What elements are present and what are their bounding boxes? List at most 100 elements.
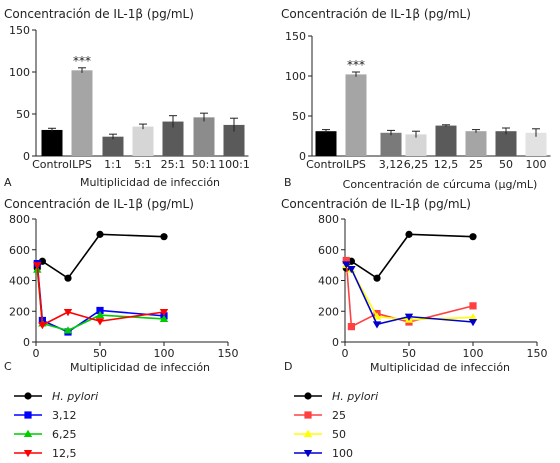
x-category-label: LPS [346, 158, 366, 171]
x-category-label: 50 [499, 158, 513, 171]
data-point [63, 326, 73, 334]
legend-label: 100 [332, 447, 353, 460]
bar [193, 117, 215, 156]
data-point [372, 321, 382, 329]
chart-title: Concentración de IL-1β (pg/mL) [4, 7, 194, 21]
legend-label: 6,25 [52, 428, 77, 441]
series-h-pylori [33, 230, 168, 282]
data-point [342, 256, 350, 265]
data-point [347, 265, 356, 274]
panel-letter: D [284, 360, 292, 373]
x-category-label: 100 [526, 158, 547, 171]
x-category-label: Control [32, 158, 72, 171]
legend-label: 12,5 [52, 447, 77, 460]
bar [41, 129, 63, 156]
legend-item: H. pylori [14, 390, 98, 403]
significance-annotation: *** [73, 54, 91, 68]
data-point [95, 318, 105, 326]
legend-marker [304, 392, 312, 400]
legend-item: 50 [294, 428, 346, 441]
series-12-5 [33, 262, 169, 330]
x-axis-label: Multiplicidad de infección [80, 176, 220, 189]
data-point [469, 302, 477, 310]
data-point [160, 233, 168, 241]
y-tick-label: 600 [318, 244, 339, 257]
x-category-label: 25:1 [161, 158, 186, 171]
x-category-label: 3,12 [379, 158, 404, 171]
bars-B [315, 71, 547, 156]
data-point [159, 309, 169, 317]
data-point [96, 306, 104, 315]
y-tick-label: 0 [299, 150, 306, 163]
x-category-label: 5:1 [134, 158, 152, 171]
x-tick-label: 0 [342, 347, 349, 360]
chart-title: Concentración de IL-1β (pg/mL) [4, 197, 194, 211]
panel-letter: A [4, 176, 12, 189]
y-tick-label: 100 [285, 70, 306, 83]
y-tick-label: 200 [9, 305, 30, 318]
legend-item: 25 [294, 409, 346, 422]
legend-item: 100 [294, 447, 353, 460]
data-point [372, 312, 382, 320]
legend-label: 50 [332, 428, 346, 441]
series-h-pylori [342, 230, 477, 282]
x-axis-label: Multiplicidad de infección [370, 361, 510, 374]
x-category-label: LPS [72, 158, 92, 171]
legend-marker [24, 411, 32, 419]
legend-marker [23, 450, 33, 458]
bar [315, 131, 337, 156]
series-line [345, 264, 474, 321]
x-tick-label: 150 [218, 347, 239, 360]
data-point [469, 233, 477, 241]
x-tick-label: 100 [154, 347, 175, 360]
legend-marker [304, 411, 312, 419]
legend-item: 3,12 [14, 409, 77, 422]
chart-title: Concentración de IL-1β (pg/mL) [281, 7, 471, 21]
x-tick-label: 50 [402, 347, 416, 360]
y-tick-label: 100 [9, 66, 30, 79]
significance-annotation: *** [347, 58, 365, 72]
legend-marker [303, 450, 313, 458]
x-tick-label: 50 [93, 347, 107, 360]
bar [405, 134, 427, 156]
bar [465, 131, 487, 156]
data-point [38, 322, 47, 330]
x-category-label: 25 [469, 158, 483, 171]
legend-item: 12,5 [14, 447, 77, 460]
legend-label: H. pylori [52, 390, 98, 403]
bar [102, 136, 124, 156]
legend-marker [303, 429, 313, 437]
bar [435, 125, 457, 156]
legend-label: H. pylori [332, 390, 378, 403]
data-point [95, 310, 105, 319]
data-point [64, 274, 72, 282]
x-category-label: 100:1 [218, 158, 250, 171]
x-axis-label: Multiplicidad de infección [70, 361, 210, 374]
y-tick-label: 800 [318, 213, 339, 226]
x-tick-label: 150 [527, 347, 548, 360]
bar [495, 131, 517, 156]
panel-letter: B [284, 176, 292, 189]
bar [223, 124, 245, 156]
y-tick-label: 150 [9, 24, 30, 37]
y-tick-label: 0 [23, 336, 30, 349]
data-point [96, 230, 104, 238]
data-point [468, 319, 478, 327]
bar [132, 126, 154, 156]
bars-A [41, 67, 245, 156]
legend-marker [24, 392, 32, 400]
legend-item: H. pylori [294, 390, 378, 403]
x-category-label: Control [306, 158, 346, 171]
y-tick-label: 50 [292, 110, 306, 123]
data-point [33, 262, 42, 270]
data-point [63, 309, 73, 317]
x-category-label: 12,5 [434, 158, 459, 171]
y-tick-label: 150 [285, 30, 306, 43]
chart-title: Concentración de IL-1β (pg/mL) [281, 197, 471, 211]
legend-item: 6,25 [14, 428, 77, 441]
y-tick-label: 200 [318, 305, 339, 318]
y-tick-label: 800 [9, 213, 30, 226]
y-tick-label: 600 [9, 244, 30, 257]
bar [525, 132, 547, 156]
